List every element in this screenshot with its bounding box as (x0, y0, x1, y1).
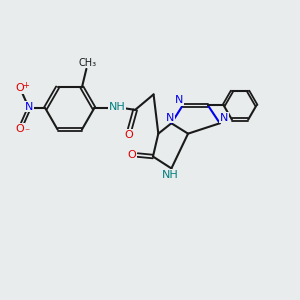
Text: ⁻: ⁻ (24, 127, 29, 137)
Text: O: O (16, 83, 25, 93)
Text: O: O (16, 124, 25, 134)
Text: CH₃: CH₃ (78, 58, 96, 68)
Text: O: O (125, 130, 134, 140)
Text: NH: NH (109, 103, 126, 112)
Text: NH: NH (161, 170, 178, 180)
Text: N: N (25, 102, 33, 112)
Text: N: N (220, 113, 228, 123)
Text: +: + (22, 81, 28, 90)
Text: O: O (127, 150, 136, 160)
Text: N: N (175, 95, 183, 105)
Text: N: N (166, 113, 174, 123)
